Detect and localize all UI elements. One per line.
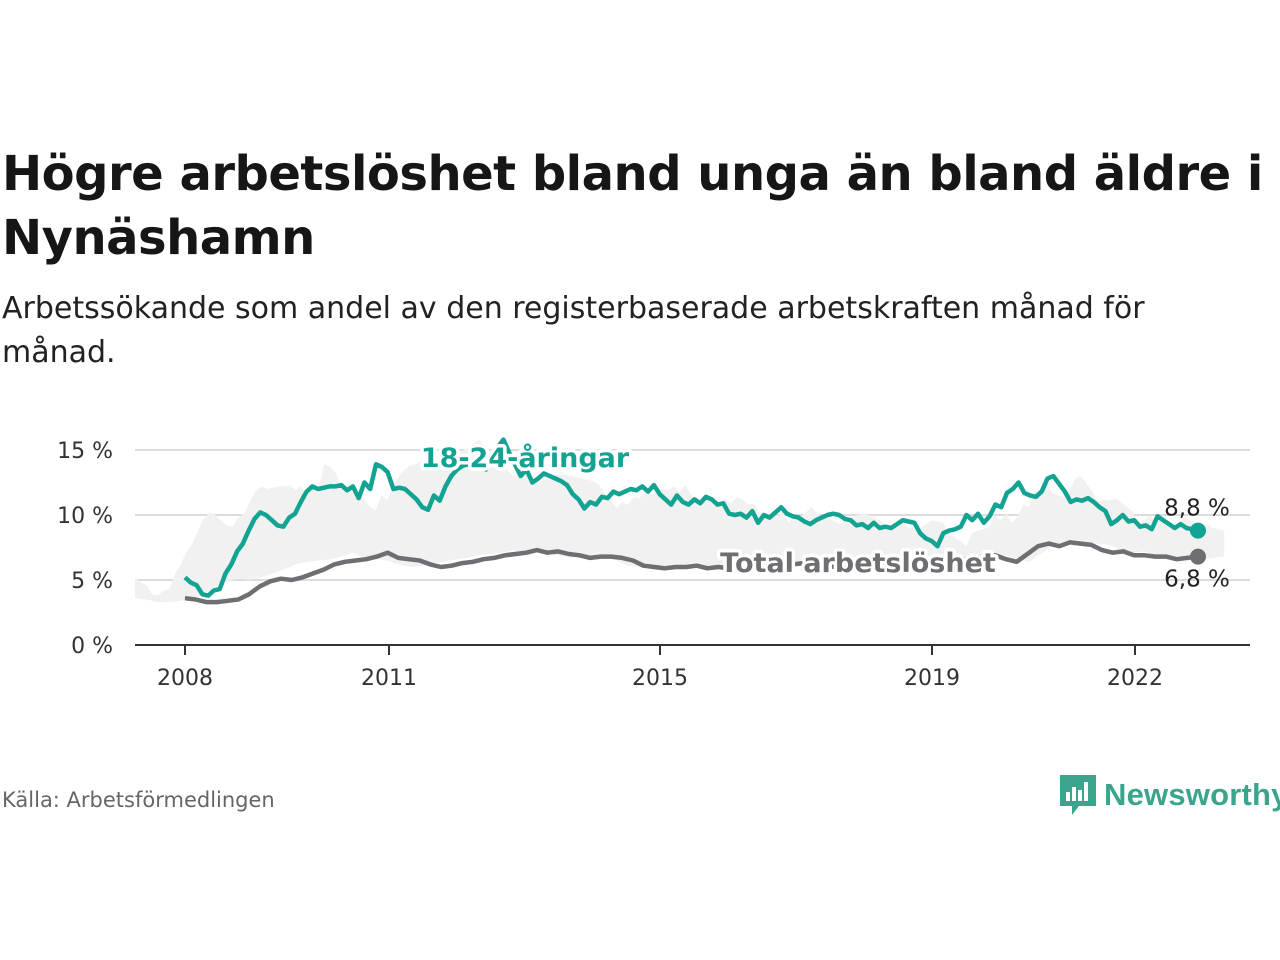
end-point-total <box>1190 548 1206 565</box>
series-line-youth <box>183 437 1199 598</box>
brand-name: Newsworthy <box>1104 777 1280 812</box>
x-tick-label: 2015 <box>632 666 688 691</box>
y-tick-label: 15 % <box>57 439 113 464</box>
series-line-total <box>184 540 1199 605</box>
chart-subtitle: Arbetssökande som andel av den registerb… <box>2 291 1145 370</box>
series-label-youth: 18-24-åringar <box>421 442 630 474</box>
end-label-total: 6,8 % <box>1164 567 1230 593</box>
source-note: Källa: Arbetsförmedlingen <box>2 788 275 812</box>
x-tick-label: 2019 <box>904 666 960 691</box>
line-chart: 0 % 5 % 10 % 15 % 2008 2011 2015 2019 2022 8,8 % 6… <box>57 437 1250 691</box>
y-tick-label: 10 % <box>57 504 113 529</box>
x-tick-label: 2008 <box>157 666 213 691</box>
y-tick-label: 0 % <box>71 634 113 659</box>
series-label-total: Total arbetslöshet <box>720 548 996 579</box>
end-label-youth: 8,8 % <box>1164 496 1230 522</box>
newsworthy-logo: Newsworthy <box>1058 773 1280 817</box>
range-band <box>135 439 1225 603</box>
chart-title: Högre arbetslöshet bland unga än bland ä… <box>2 146 1263 266</box>
y-tick-label: 5 % <box>71 569 113 594</box>
x-tick-label: 2022 <box>1107 666 1163 691</box>
newsworthy-logo-icon <box>1060 775 1096 815</box>
x-tick-label: 2011 <box>361 666 417 691</box>
end-point-youth <box>1190 522 1206 539</box>
